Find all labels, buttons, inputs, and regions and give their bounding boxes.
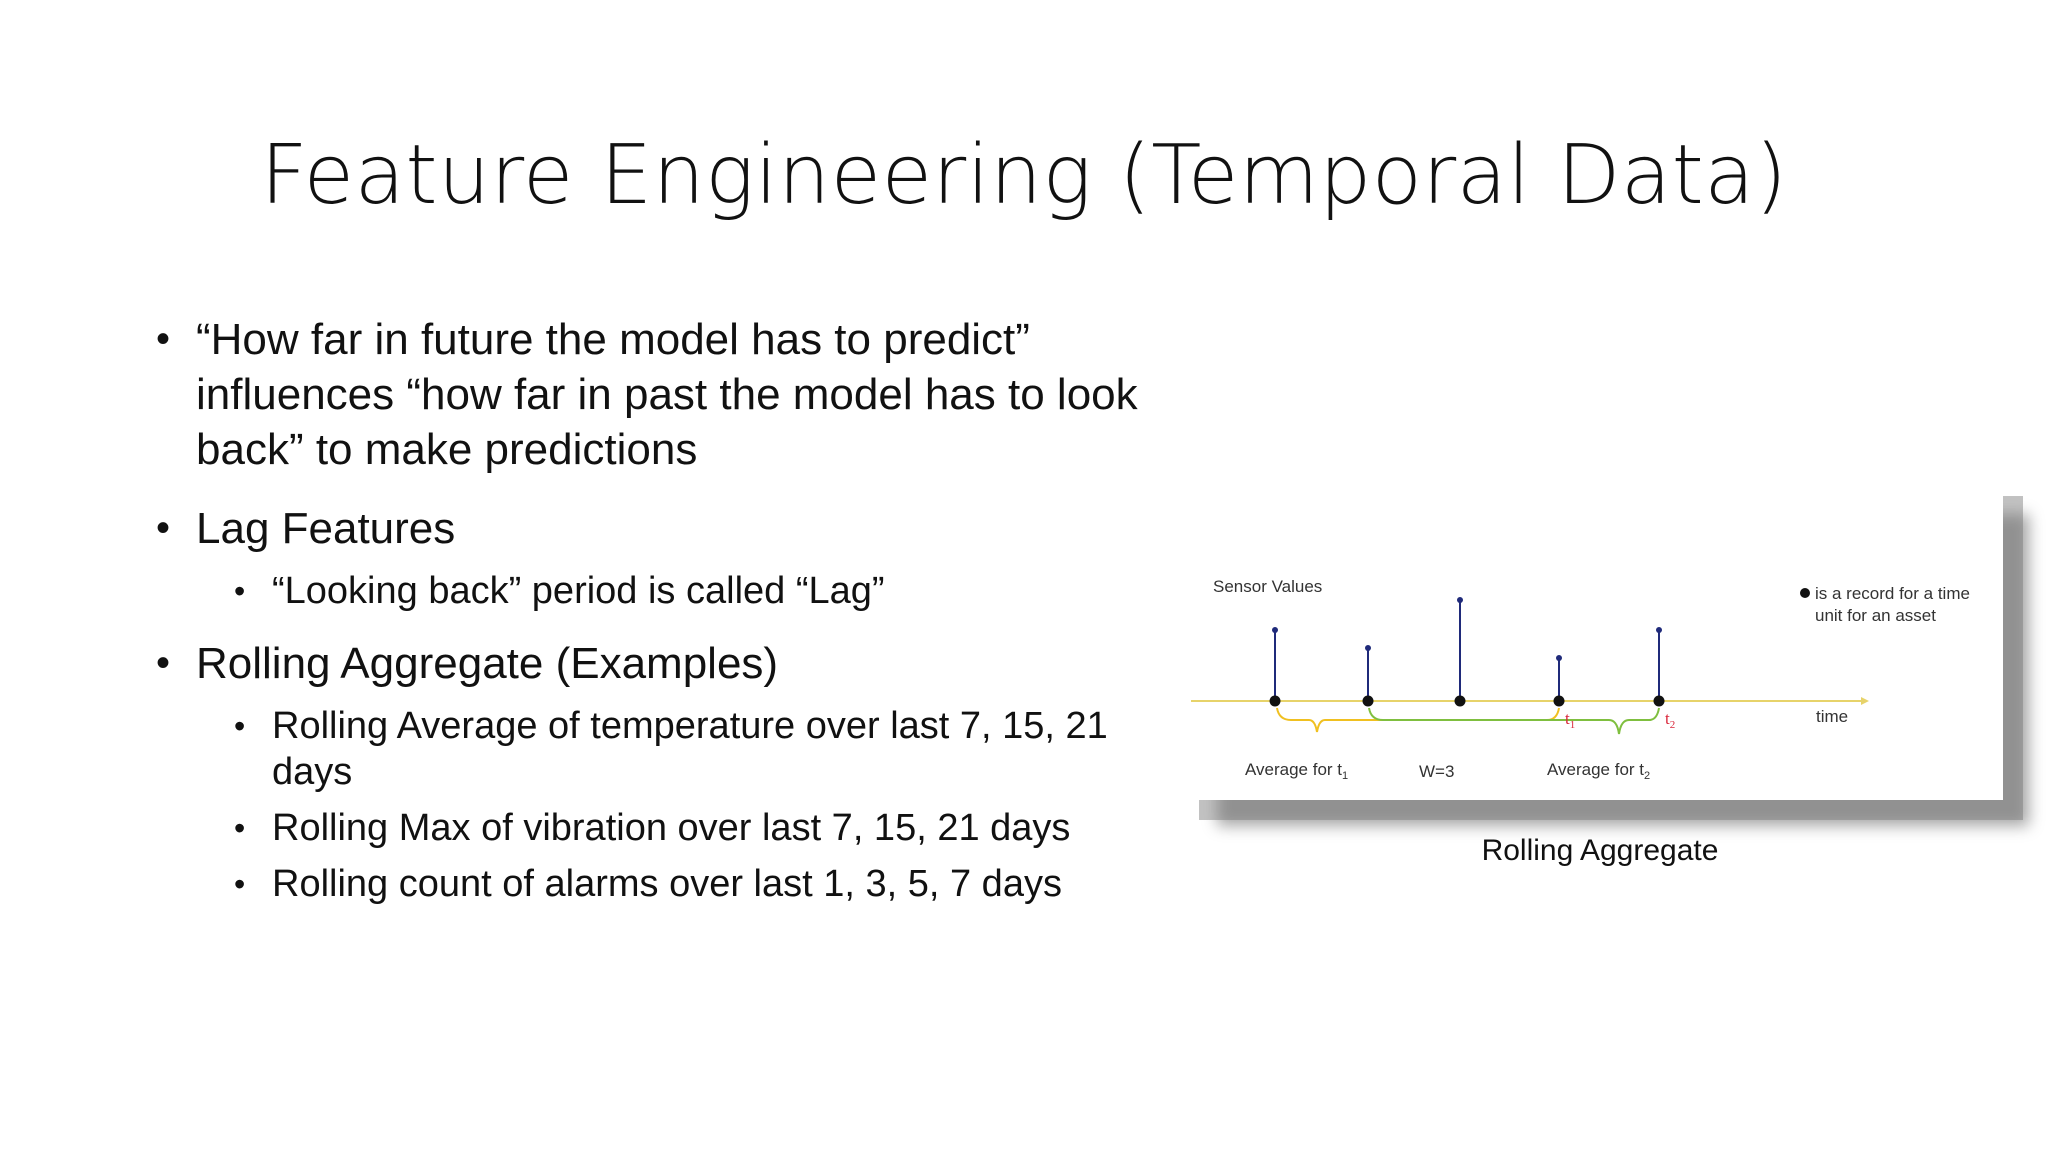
t2-marker-label: t2 [1665,709,1675,731]
record-top [1556,655,1562,661]
rolling-aggregate-figure: Sensor Values time is a record for a tim… [1191,488,2003,800]
record-top [1457,597,1463,603]
bullet-prediction-horizon: “How far in future the model has to pred… [156,312,1156,477]
bullet-list: “How far in future the model has to pred… [156,312,1156,929]
brace-average-t2 [1368,707,1660,735]
bullet-rolling-aggregate: Rolling Aggregate (Examples) [156,636,1156,691]
t1-marker-label: t1 [1565,709,1575,731]
legend-line-2: unit for an asset [1815,606,1936,625]
slide-title: Feature Engineering (Temporal Data) [260,128,1788,223]
sub-bullet-rolling-average: Rolling Average of temperature over last… [234,703,1156,795]
record-top [1272,627,1278,633]
window-label: W=3 [1419,762,1454,781]
sensor-records [1269,597,1665,707]
record-dot [1269,695,1281,707]
legend-line-1: is a record for a time [1815,584,1970,603]
legend-dot-icon [1800,588,1810,598]
time-axis-arrow [1861,697,1869,705]
record-dot [1553,695,1565,707]
sub-bullet-lag-definition: “Looking back” period is called “Lag” [234,568,1156,614]
record-top [1365,645,1371,651]
record-dot [1653,695,1665,707]
sub-bullet-rolling-count: Rolling count of alarms over last 1, 3, … [234,861,1156,907]
record-dot [1362,695,1374,707]
rolling-aggregate-diagram: Sensor Values time is a record for a tim… [1191,577,1970,782]
y-axis-label: Sensor Values [1213,577,1322,596]
average-t2-label: Average for t2 [1547,760,1650,782]
record-dot [1454,695,1466,707]
sub-bullet-rolling-max: Rolling Max of vibration over last 7, 15… [234,805,1156,851]
x-axis-label: time [1816,707,1848,726]
figure-caption: Rolling Aggregate [1481,834,1719,867]
record-top [1656,627,1662,633]
average-t1-label: Average for t1 [1245,760,1348,782]
bullet-lag-features: Lag Features [156,501,1156,556]
